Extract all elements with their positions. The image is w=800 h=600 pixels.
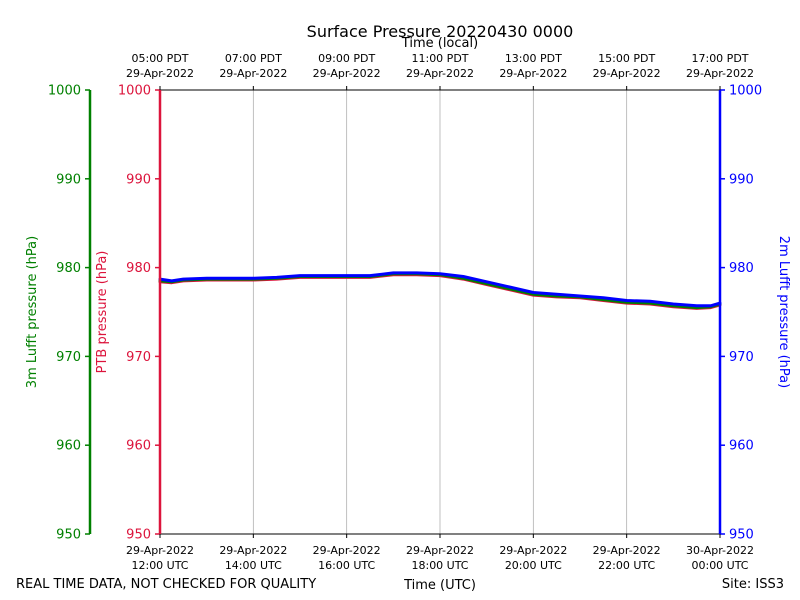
top-x-tick-label: 29-Apr-2022 — [219, 67, 287, 80]
top-x-tick-label: 15:00 PDT — [598, 52, 655, 65]
outer-left-y-tick-label: 980 — [56, 261, 81, 276]
footer-quality-note: REAL TIME DATA, NOT CHECKED FOR QUALITY — [16, 577, 316, 592]
top-x-tick-label: 29-Apr-2022 — [499, 67, 567, 80]
bottom-x-tick-label: 20:00 UTC — [505, 559, 562, 572]
left-y-tick-label: 990 — [126, 172, 151, 187]
bottom-x-tick-label: 29-Apr-2022 — [406, 544, 474, 557]
top-x-tick-label: 29-Apr-2022 — [406, 67, 474, 80]
footer-site-label: Site: ISS3 — [722, 577, 784, 592]
bottom-x-tick-label: 29-Apr-2022 — [126, 544, 194, 557]
grid-lines — [252, 90, 628, 534]
top-x-tick-label: 09:00 PDT — [318, 52, 375, 65]
left-y-axis-label: PTB pressure (hPa) — [95, 251, 110, 374]
outer-left-y-axis-label: 3m Lufft pressure (hPa) — [25, 236, 40, 388]
axes — [85, 86, 725, 538]
top-x-tick-label: 07:00 PDT — [225, 52, 282, 65]
top-x-tick-label: 13:00 PDT — [505, 52, 562, 65]
outer-left-y-tick-label: 970 — [56, 350, 81, 365]
right-y-tick-label: 980 — [729, 261, 754, 276]
series-lines — [158, 271, 722, 310]
right-y-tick-label: 960 — [729, 439, 754, 454]
top-x-tick-label: 11:00 PDT — [411, 52, 468, 65]
bottom-x-tick-label: 14:00 UTC — [225, 559, 282, 572]
tick-labels: 950 950 950 960 960 960 970 970 970 980 980 980 990 9… — [48, 52, 762, 572]
top-x-tick-label: 29-Apr-2022 — [313, 67, 381, 80]
left-y-tick-label: 950 — [126, 528, 151, 543]
bottom-x-tick-label: 29-Apr-2022 — [219, 544, 287, 557]
right-y-tick-label: 990 — [729, 172, 754, 187]
bottom-axis-label: Time (UTC) — [403, 578, 476, 593]
outer-left-y-tick-label: 990 — [56, 172, 81, 187]
left-y-tick-label: 960 — [126, 439, 151, 454]
top-x-tick-label: 05:00 PDT — [131, 52, 188, 65]
top-x-tick-label: 17:00 PDT — [691, 52, 748, 65]
chart-title: Surface Pressure 20220430 0000 — [307, 22, 574, 41]
left-y-tick-label: 980 — [126, 261, 151, 276]
series-line — [158, 271, 722, 308]
bottom-x-tick-label: 18:00 UTC — [411, 559, 468, 572]
bottom-x-tick-label: 12:00 UTC — [131, 559, 188, 572]
outer-left-y-tick-label: 950 — [56, 528, 81, 543]
top-axis-label: Time (local) — [401, 36, 478, 51]
outer-left-y-tick-label: 960 — [56, 439, 81, 454]
left-y-tick-label: 970 — [126, 350, 151, 365]
top-x-tick-label: 29-Apr-2022 — [126, 67, 194, 80]
outer-left-y-tick-label: 1000 — [48, 84, 81, 99]
bottom-x-tick-label: 30-Apr-2022 — [686, 544, 754, 557]
bottom-x-tick-label: 29-Apr-2022 — [313, 544, 381, 557]
bottom-x-tick-label: 29-Apr-2022 — [499, 544, 567, 557]
left-y-tick-label: 1000 — [118, 84, 151, 99]
bottom-x-tick-label: 16:00 UTC — [318, 559, 375, 572]
bottom-x-tick-label: 22:00 UTC — [598, 559, 655, 572]
right-y-tick-label: 1000 — [729, 84, 762, 99]
bottom-x-tick-label: 00:00 UTC — [691, 559, 748, 572]
top-x-tick-label: 29-Apr-2022 — [686, 67, 754, 80]
right-y-tick-label: 950 — [729, 528, 754, 543]
top-x-tick-label: 29-Apr-2022 — [593, 67, 661, 80]
right-y-tick-label: 970 — [729, 350, 754, 365]
right-y-axis-label: 2m Lufft pressure (hPa) — [776, 236, 791, 388]
bottom-x-tick-label: 29-Apr-2022 — [593, 544, 661, 557]
